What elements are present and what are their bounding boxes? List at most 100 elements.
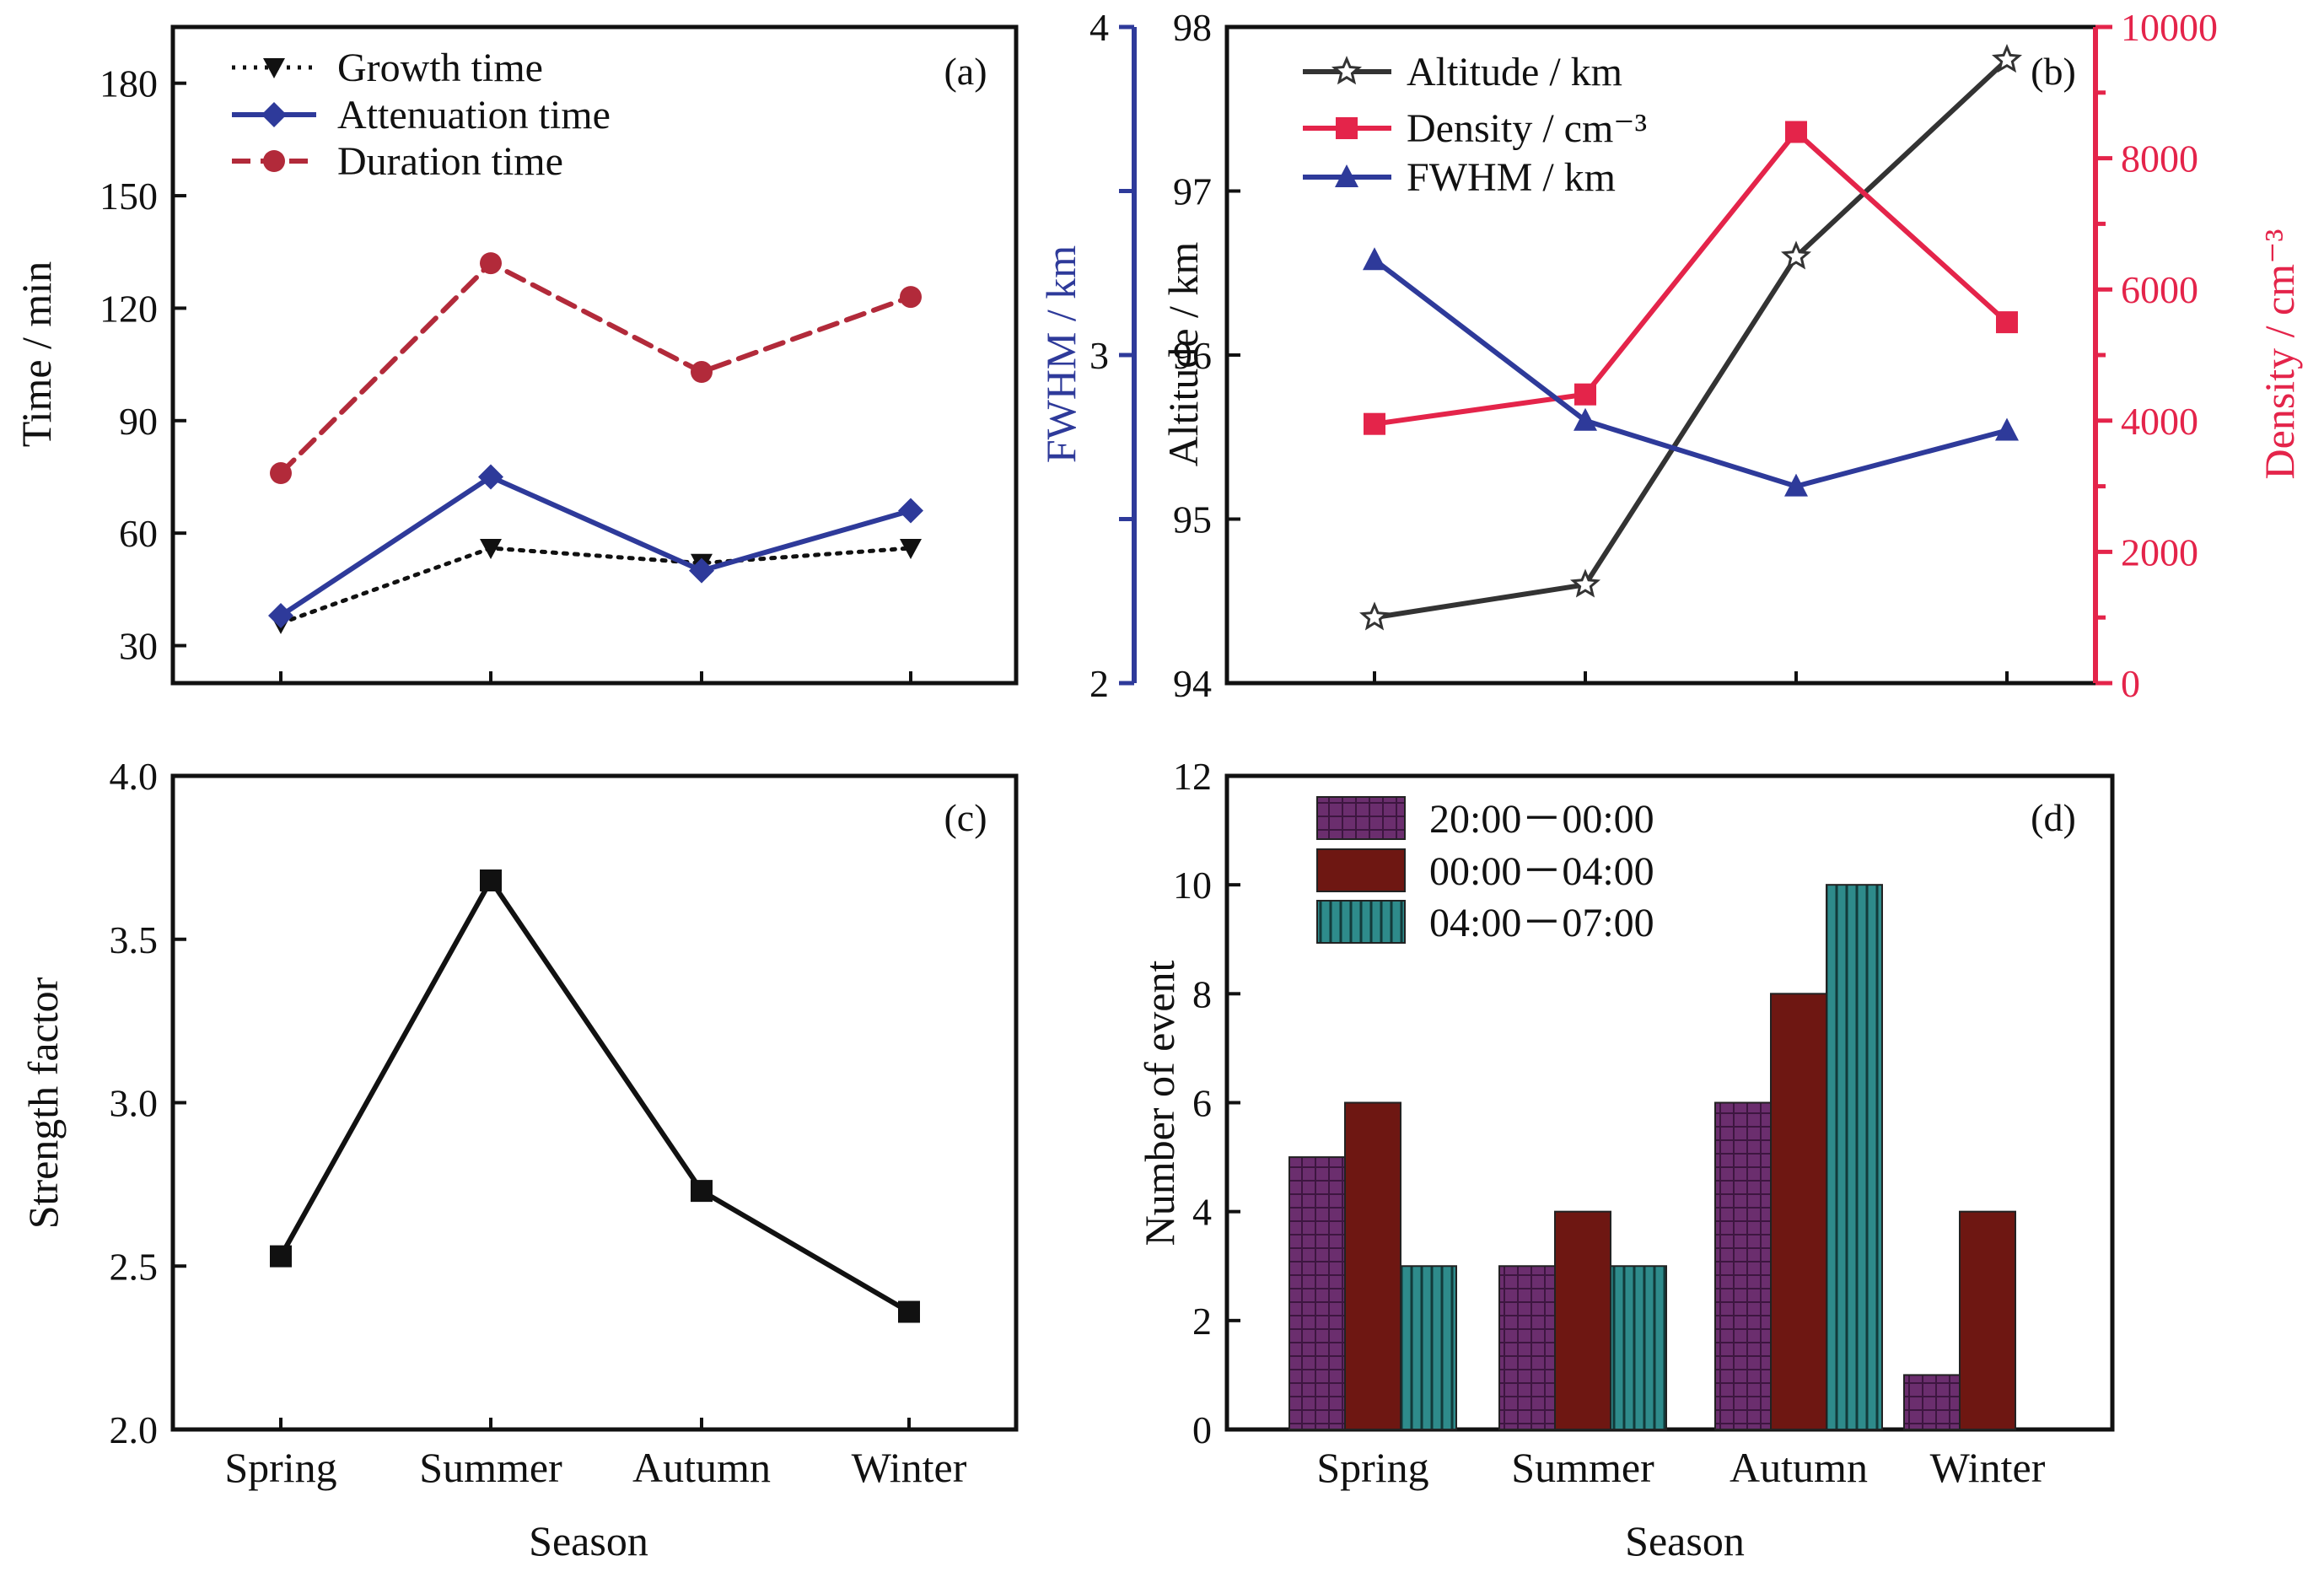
- panel-b-altitude-label: Altitude / km: [1159, 242, 1207, 467]
- panel-d-legend-swatch: [1316, 900, 1406, 944]
- panel-d-ytick-label: 4: [1192, 1191, 1212, 1234]
- panel-d-ytick-label: 0: [1192, 1408, 1212, 1451]
- panel-b-altitude-tick-label: 96: [1173, 334, 1212, 377]
- panel-b-point-0-3: [1991, 44, 2023, 73]
- panel-d-bar-summer-2: [1610, 1265, 1667, 1430]
- panel-a-ytick-label: 180: [100, 62, 158, 105]
- panel-a-point-1-3: [898, 498, 923, 524]
- panel-b-point-0-1: [1569, 568, 1601, 598]
- panel-a-ytick-label: 90: [119, 400, 158, 443]
- panel-c-ylabel: Strength factor: [19, 977, 67, 1229]
- panel-b-point-1-1: [1574, 383, 1596, 406]
- panel-d-ytick-label: 12: [1173, 755, 1212, 798]
- panel-a-ytick-label: 60: [119, 512, 158, 555]
- panel-b-density-tick-label: 6000: [2121, 268, 2198, 311]
- panel-b-label: (b): [2031, 50, 2076, 93]
- panel-c-ytick-label: 3.0: [110, 1082, 159, 1125]
- panel-a-series-line-0: [278, 546, 913, 626]
- panel-d-xtick-label: Summer: [1511, 1444, 1654, 1491]
- panel-a-ytick-label: 30: [119, 625, 158, 668]
- panel-a-legend-label: Duration time: [337, 139, 563, 184]
- panel-b-density-tick-label: 2000: [2121, 530, 2198, 573]
- panel-a-point-2-2: [691, 361, 713, 384]
- panel-d-bar-autumn-1: [1770, 993, 1827, 1431]
- panel-b-legend-marker: [1336, 117, 1358, 139]
- panel-a-ytick-label: 120: [100, 287, 158, 330]
- panel-c-ytick-label: 2.0: [110, 1408, 159, 1451]
- panel-d-label: (d): [2031, 796, 2076, 839]
- panel-c-point-2: [691, 1180, 713, 1203]
- panel-b-altitude-tick-label: 98: [1173, 6, 1212, 49]
- panel-c-xtick-label: Autumn: [632, 1444, 771, 1491]
- panel-d-bar-spring-0: [1288, 1156, 1346, 1431]
- panel-b-fwhm-tick-label: 2: [1089, 662, 1109, 705]
- panel-c-ytick-label: 4.0: [110, 755, 159, 798]
- panel-c-point-0: [270, 1245, 292, 1268]
- panel-a-series-line-1: [278, 474, 913, 618]
- panel-d-bar-summer-1: [1554, 1210, 1611, 1430]
- panel-b-fwhm-tick-label: 3: [1089, 334, 1109, 377]
- panel-b-density-tick-label: 4000: [2121, 400, 2198, 443]
- panel-b-legend-marker: [1335, 164, 1358, 187]
- panel-a-legend-marker: [263, 150, 285, 172]
- panel-a-label: (a): [944, 50, 987, 93]
- panel-d-xtick-label: Autumn: [1730, 1444, 1868, 1491]
- panel-d-xlabel: Season: [1625, 1517, 1745, 1564]
- panel-d-bar-spring-2: [1400, 1265, 1457, 1430]
- panel-b-altitude-tick-label: 94: [1173, 662, 1212, 705]
- panel-b-series-line-0: [1374, 57, 2009, 621]
- panel-d-bar-summer-0: [1498, 1265, 1556, 1430]
- panel-b-point-1-0: [1364, 412, 1385, 435]
- panel-a-point-2-0: [270, 462, 292, 485]
- panel-d-legend-label: 04:00－07:00: [1429, 901, 1654, 945]
- panel-b-legend-label: Altitude / km: [1407, 50, 1622, 94]
- panel-d-ytick-label: 8: [1192, 972, 1212, 1015]
- panel-a-legend-label: Attenuation time: [337, 93, 611, 137]
- panel-c-point-3: [898, 1300, 920, 1323]
- panel-a-point-2-3: [900, 286, 922, 309]
- panel-c-label: (c): [944, 796, 987, 839]
- panel-d-bar-winter-1: [1959, 1210, 2016, 1430]
- panel-b-density-label: Density / cm⁻³: [2256, 229, 2303, 480]
- panel-b-point-2-3: [1995, 417, 2019, 441]
- panel-c-xtick-label: Summer: [419, 1444, 562, 1491]
- panel-a-point-0-1: [480, 538, 502, 559]
- panel-d-ytick-label: 2: [1192, 1300, 1212, 1343]
- panel-b-fwhm-tick-label: 4: [1089, 6, 1109, 49]
- panel-b-point-0-0: [1358, 601, 1391, 631]
- panel-a-point-1-0: [268, 602, 293, 628]
- panel-d-bar-spring-1: [1344, 1101, 1401, 1430]
- panel-c-ytick-label: 3.5: [110, 918, 159, 961]
- panel-d-ylabel: Number of event: [1136, 961, 1183, 1246]
- panel-b-legend-label: Density / cm⁻³: [1407, 106, 1647, 151]
- panel-d-bar-autumn-2: [1826, 884, 1883, 1430]
- panel-c-xtick-label: Winter: [852, 1444, 967, 1491]
- panel-c-xlabel: Season: [529, 1517, 648, 1564]
- panel-c-ytick-label: 2.5: [110, 1245, 159, 1288]
- panel-b-point-1-3: [1996, 311, 2018, 334]
- panel-a-point-1-2: [689, 557, 714, 584]
- panel-d-ytick-label: 6: [1192, 1082, 1212, 1125]
- panel-b-altitude-tick-label: 95: [1173, 498, 1212, 541]
- panel-b-point-0-2: [1780, 240, 1812, 270]
- panel-d-legend-label: 00:00－04:00: [1429, 849, 1654, 894]
- panel-d-bar-autumn-0: [1714, 1101, 1772, 1430]
- panel-a-frame: [170, 24, 1019, 686]
- panel-c-frame: [170, 773, 1019, 1432]
- panel-a-point-2-1: [480, 252, 502, 275]
- panel-b-point-2-0: [1363, 247, 1386, 271]
- panel-c-series-line: [278, 875, 911, 1315]
- panel-d-xtick-label: Winter: [1930, 1444, 2046, 1491]
- panel-b-density-tick-label: 10000: [2121, 6, 2218, 49]
- panel-b-legend-label: FWHM / km: [1407, 155, 1616, 200]
- panel-a-ylabel: Time / min: [13, 261, 60, 447]
- panel-b-fwhm-label: FWHM / km: [1037, 245, 1084, 463]
- panel-a-ytick-label: 150: [100, 175, 158, 218]
- panel-d-legend-swatch: [1316, 848, 1406, 892]
- panel-d-xtick-label: Spring: [1316, 1444, 1428, 1491]
- panel-b-density-tick-label: 0: [2121, 662, 2140, 705]
- panel-a-legend-marker: [263, 58, 285, 78]
